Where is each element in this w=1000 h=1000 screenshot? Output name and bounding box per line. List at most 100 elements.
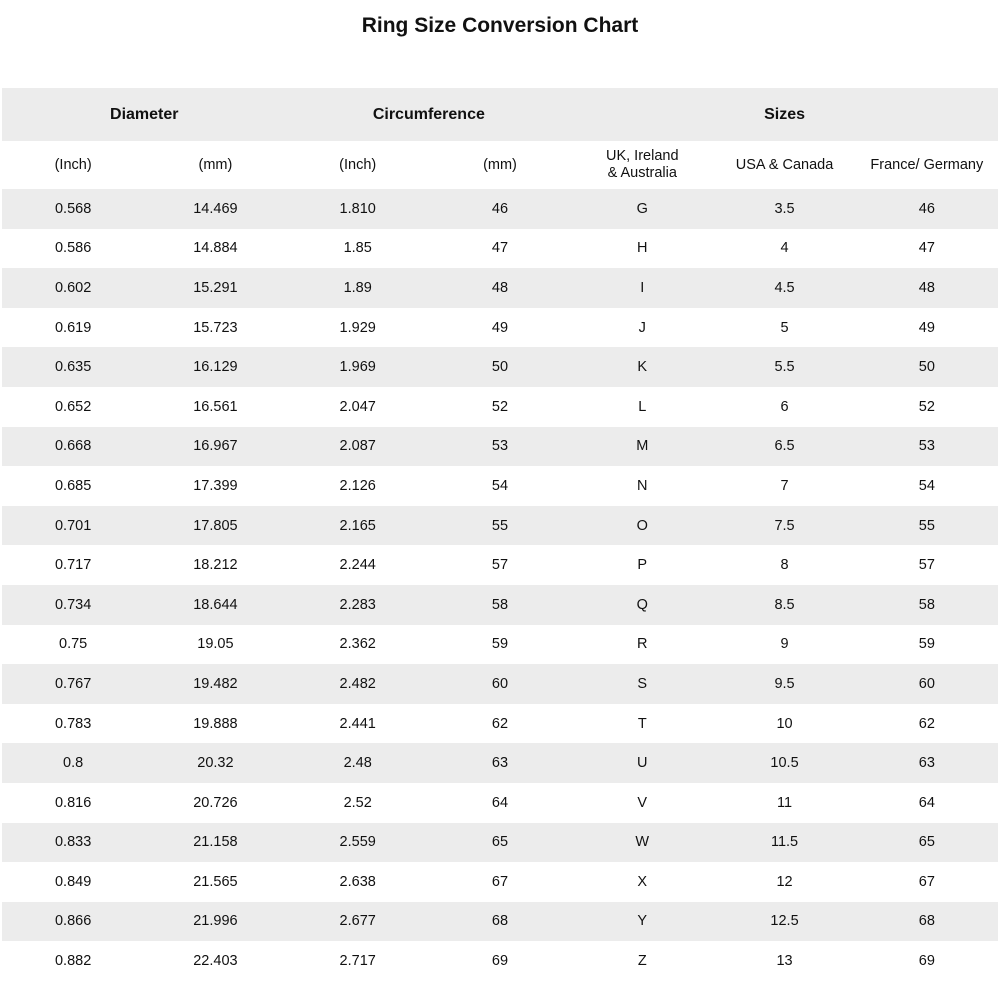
table-body: 0.568 14.469 1.810 46 G 3.5 46 0.586 14.884 1.85 4…: [2, 189, 998, 981]
cell-circumference-inch: 2.244: [339, 557, 376, 574]
cell-circumference-inch: 1.929: [339, 319, 376, 336]
cell-uk-size: V: [637, 794, 648, 811]
cell-diameter-inch: 0.816: [54, 794, 92, 811]
cell-diameter-inch: 0.701: [2, 505, 145, 546]
cell-eu-size: 64: [918, 794, 935, 811]
cell-diameter-mm: 15.291: [144, 268, 287, 308]
cell-usa-size: 4.5: [713, 268, 856, 308]
cell-uk-size: J: [638, 319, 646, 336]
cell-uk-size: T: [637, 715, 647, 732]
cell-usa-size: 10.5: [713, 743, 856, 783]
column-header-eu-size: France/ Germany: [870, 156, 984, 173]
cell-eu-size: 55: [855, 505, 998, 546]
cell-diameter-mm: 18.212: [193, 557, 238, 574]
cell-diameter-mm: 21.565: [193, 873, 238, 890]
column-header-circumference-inch: (Inch): [339, 156, 377, 173]
cell-circumference-inch: 1.89: [286, 268, 429, 308]
cell-circumference-inch: 1.810: [286, 189, 429, 229]
cell-diameter-inch: 0.75: [59, 636, 88, 653]
cell-diameter-inch: 0.586: [54, 240, 92, 257]
cell-diameter-mm: 22.403: [193, 953, 238, 970]
cell-usa-size: 7: [780, 477, 789, 494]
cell-circumference-mm: 49: [491, 319, 509, 336]
cell-circumference-mm: 68: [428, 901, 572, 942]
group-header-circumference: Circumference: [286, 88, 572, 141]
cell-circumference-mm: 55: [428, 505, 572, 546]
cell-uk-size: Y: [571, 901, 714, 942]
cell-diameter-inch: 0.635: [2, 347, 145, 387]
cell-circumference-inch: 2.717: [339, 953, 376, 970]
cell-diameter-inch: 0.668: [2, 426, 145, 467]
cell-circumference-mm: 48: [428, 268, 572, 308]
cell-circumference-inch: 1.85: [343, 240, 372, 257]
table-row: 0.783 19.888 2.441 62 T 10 62: [2, 704, 998, 744]
cell-diameter-inch: 0.568: [2, 189, 145, 229]
cell-uk-size: S: [571, 664, 714, 704]
cell-circumference-mm: 60: [428, 664, 572, 704]
cell-uk-size: P: [637, 557, 648, 574]
table-row: 0.767 19.482 2.482 60 S 9.5 60: [2, 664, 998, 704]
cell-diameter-mm: 14.884: [193, 240, 238, 257]
cell-usa-size: 5: [780, 319, 789, 336]
cell-circumference-mm: 53: [428, 426, 572, 467]
cell-circumference-inch: 2.52: [343, 794, 372, 811]
table-row: 0.635 16.129 1.969 50 K 5.5 50: [2, 347, 998, 387]
cell-eu-size: 49: [918, 319, 935, 336]
cell-circumference-inch: 2.638: [339, 873, 376, 890]
cell-eu-size: 62: [918, 715, 935, 732]
cell-diameter-inch: 0.866: [2, 901, 145, 942]
cell-diameter-inch: 0.717: [54, 557, 92, 574]
cell-diameter-inch: 0.652: [54, 398, 92, 415]
table-row: 0.668 16.967 2.087 53 M 6.5 53: [2, 426, 998, 467]
group-header-row: Diameter Circumference Sizes: [2, 88, 998, 141]
cell-uk-size: M: [571, 426, 714, 467]
cell-circumference-mm: 50: [428, 347, 572, 387]
cell-usa-size: 13: [776, 953, 793, 970]
cell-eu-size: 46: [855, 189, 998, 229]
table-row: 0.652 16.561 2.047 52 L 6 52: [2, 387, 998, 427]
cell-circumference-mm: 59: [491, 636, 509, 653]
cell-diameter-inch: 0.783: [54, 715, 92, 732]
table-row: 0.833 21.158 2.559 65 W 11.5 65: [2, 822, 998, 863]
cell-circumference-mm: 58: [428, 584, 572, 625]
cell-diameter-inch: 0.734: [2, 584, 145, 625]
cell-uk-size: X: [637, 873, 648, 890]
cell-circumference-mm: 62: [491, 715, 509, 732]
table-row: 0.734 18.644 2.283 58 Q 8.5 58: [2, 584, 998, 625]
cell-diameter-inch: 0.767: [2, 664, 145, 704]
cell-diameter-mm: 18.644: [144, 584, 287, 625]
cell-eu-size: 68: [855, 901, 998, 942]
table-row: 0.619 15.723 1.929 49 J 5 49: [2, 308, 998, 348]
cell-usa-size: 8: [780, 557, 789, 574]
cell-circumference-inch: 2.283: [286, 584, 429, 625]
cell-usa-size: 11: [777, 794, 793, 811]
cell-circumference-mm: 63: [428, 743, 572, 783]
cell-diameter-mm: 16.561: [193, 398, 238, 415]
cell-usa-size: 9: [780, 636, 789, 653]
cell-usa-size: 4: [780, 240, 789, 257]
cell-uk-size: Z: [637, 953, 647, 970]
column-header-circumference-mm: (mm): [483, 156, 517, 173]
cell-uk-size: N: [637, 477, 648, 494]
cell-uk-size: R: [637, 636, 648, 653]
cell-uk-size: U: [571, 743, 714, 783]
table-row: 0.866 21.996 2.677 68 Y 12.5 68: [2, 901, 998, 942]
cell-eu-size: 57: [918, 557, 935, 574]
cell-usa-size: 8.5: [713, 584, 856, 625]
cell-circumference-mm: 67: [491, 873, 509, 890]
cell-diameter-mm: 17.805: [144, 505, 287, 546]
cell-circumference-inch: 2.165: [286, 505, 429, 546]
table-row: 0.717 18.212 2.244 57 P 8 57: [2, 545, 998, 585]
column-header-usa-size: USA & Canada: [735, 156, 834, 173]
cell-circumference-inch: 2.047: [339, 398, 376, 415]
cell-diameter-inch: 0.685: [54, 477, 92, 494]
cell-circumference-mm: 69: [491, 953, 509, 970]
cell-diameter-inch: 0.8: [2, 743, 145, 783]
table-row: 0.75 19.05 2.362 59 R 9 59: [2, 625, 998, 665]
cell-eu-size: 65: [855, 822, 998, 863]
cell-eu-size: 47: [918, 240, 935, 257]
cell-circumference-inch: 2.677: [286, 901, 429, 942]
cell-diameter-mm: 16.967: [144, 426, 287, 467]
cell-eu-size: 50: [855, 347, 998, 387]
cell-eu-size: 60: [855, 664, 998, 704]
